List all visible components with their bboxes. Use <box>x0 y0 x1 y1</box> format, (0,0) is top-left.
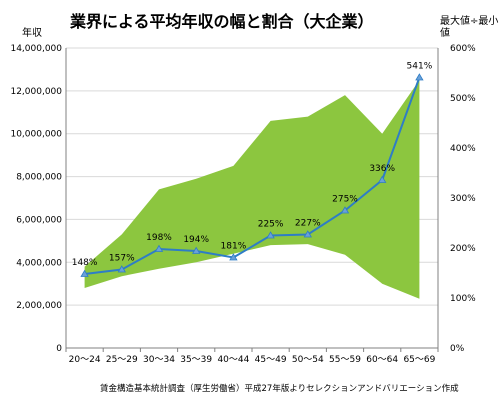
y2-tick-label: 200% <box>450 244 476 254</box>
chart-title: 業界による平均年収の幅と割合（大企業） <box>70 12 374 31</box>
y-axis-right-title: 最大値÷最小値 <box>440 16 499 39</box>
y-tick-label: 12,000,000 <box>10 87 62 97</box>
x-tick-label: 35～39 <box>180 355 212 365</box>
ratio-line <box>84 77 421 275</box>
ratio-data-label: 198% <box>146 233 172 243</box>
x-tick-label: 50～54 <box>292 355 324 365</box>
ratio-point <box>266 231 275 239</box>
ratio-point <box>340 206 350 214</box>
ratio-point <box>192 246 201 254</box>
y2-tick-label: 500% <box>450 94 476 104</box>
x-tick-label: 40～44 <box>217 355 249 365</box>
y2-tick-label: 100% <box>450 294 476 304</box>
ratio-data-label: 157% <box>109 254 135 264</box>
y-tick-label: 2,000,000 <box>16 301 62 311</box>
range-area-layer <box>84 80 420 299</box>
y-tick-label: 14,000,000 <box>10 44 62 54</box>
x-tick-label: 55～59 <box>329 355 361 365</box>
ratio-point <box>378 175 387 183</box>
ratio-point <box>154 244 164 252</box>
ratio-line-layer <box>80 73 424 277</box>
ratio-data-label: 227% <box>295 219 321 229</box>
tick-labels: 0 2,000,000 4,000,000 6,000,000 8,000,000 10,… <box>10 44 476 365</box>
y-tick-label: 0 <box>56 344 62 354</box>
ratio-point <box>303 230 312 238</box>
x-tick-label: 60～64 <box>366 355 398 365</box>
y2-tick-label: 0% <box>450 344 465 354</box>
x-tick-label: 25～29 <box>106 355 138 365</box>
y-axis-left-title: 年収 <box>22 28 42 39</box>
x-tick-label: 45～49 <box>255 355 287 365</box>
salary-range-area <box>84 80 420 299</box>
y-tick-label: 10,000,000 <box>10 130 62 140</box>
y-tick-label: 4,000,000 <box>16 258 62 268</box>
ratio-data-label: 225% <box>258 220 284 230</box>
ratio-point <box>117 265 126 273</box>
ratio-data-label: 541% <box>407 62 433 72</box>
x-tick-label: 30～34 <box>143 355 175 365</box>
y-tick-label: 6,000,000 <box>16 215 62 225</box>
y2-tick-label: 400% <box>450 144 476 154</box>
ratio-point <box>229 253 238 261</box>
ratio-data-label: 194% <box>183 235 209 245</box>
ratio-labels: 148% 157% 198% 194% 181% 225% 227% 275% 336% 541% <box>72 62 433 269</box>
y-tick-label: 8,000,000 <box>16 173 62 183</box>
x-tick-label: 65～69 <box>403 355 435 365</box>
y2-tick-label: 300% <box>450 194 476 204</box>
axes <box>65 48 439 352</box>
source-note: 賃金構造基本統計調査（厚生労働省）平成27年版よりセレクションアンドバリエーショ… <box>100 384 459 394</box>
y2-tick-label: 600% <box>450 44 476 54</box>
ratio-point <box>415 73 424 81</box>
x-tick-label: 20～24 <box>69 355 101 365</box>
ratio-data-label: 275% <box>332 195 358 205</box>
ratio-data-label: 336% <box>369 164 395 174</box>
ratio-data-label: 148% <box>72 258 98 268</box>
ratio-point <box>80 269 89 277</box>
ratio-data-label: 181% <box>221 242 247 252</box>
